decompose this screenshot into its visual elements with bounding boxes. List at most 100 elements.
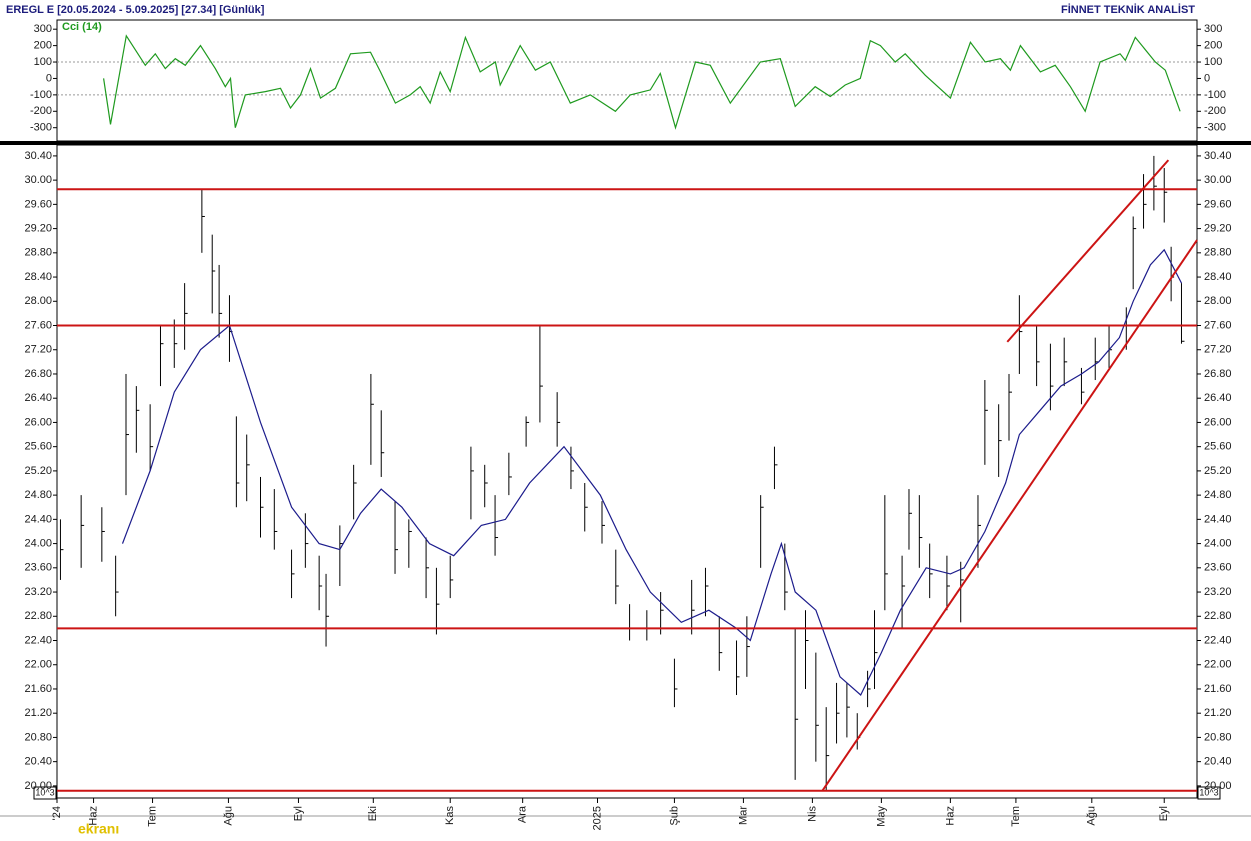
y-tick-label: 27.60 (1204, 319, 1232, 331)
y-tick-label: 20.40 (24, 756, 52, 768)
y-tick-label: -100 (30, 89, 52, 101)
y-tick-label: 24.40 (1204, 513, 1232, 525)
y-tick-label: 22.00 (24, 659, 52, 671)
y-tick-label: 30.00 (1204, 174, 1232, 186)
y-tick-label: 28.40 (1204, 271, 1232, 283)
x-tick-label: Tem (1010, 806, 1022, 827)
y-tick-label: 29.60 (24, 198, 52, 210)
y-tick-label: -200 (30, 105, 52, 117)
x-tick-label: Haz (87, 806, 99, 826)
y-tick-label: 29.60 (1204, 198, 1232, 210)
y-tick-label: 24.00 (24, 537, 52, 549)
y-tick-label: 22.00 (1204, 659, 1232, 671)
price-frame (56, 144, 1198, 799)
y-tick-label: 29.20 (1204, 222, 1232, 234)
y-tick-label: 20.80 (24, 731, 52, 743)
x-tick-label: May (875, 806, 887, 827)
y-tick-label: 26.00 (24, 416, 52, 428)
x-tick-label: Haz (944, 806, 956, 826)
y-tick-label: 200 (34, 40, 52, 52)
line (121, 248, 1183, 696)
y-tick-label: 30.40 (24, 150, 52, 162)
y-tick-label: -300 (30, 122, 52, 134)
y-tick-label: 24.80 (24, 489, 52, 501)
x-tick-label: Eki (367, 806, 379, 821)
scale-label: 10^3 (1199, 787, 1218, 797)
x-tick-label: Kas (444, 806, 456, 825)
y-tick-label: 30.00 (24, 174, 52, 186)
y-tick-label: 27.60 (24, 319, 52, 331)
x-tick-label: Ağu (222, 806, 234, 826)
y-tick-label: 20.00 (1204, 780, 1232, 792)
y-tick-label: 26.00 (1204, 416, 1232, 428)
x-tick-label: Tem (146, 806, 158, 827)
watermark: ekranı (78, 821, 119, 837)
y-tick-label: 24.80 (1204, 489, 1232, 501)
y-tick-label: 29.20 (24, 222, 52, 234)
y-tick-label: 27.20 (24, 344, 52, 356)
y-tick-label: 27.20 (1204, 344, 1232, 356)
x-tick-label: 2025 (591, 806, 603, 830)
y-tick-label: 26.40 (1204, 392, 1232, 404)
y-tick-label: -200 (1204, 105, 1226, 117)
y-tick-label: 28.80 (1204, 247, 1232, 259)
y-tick-label: 25.20 (24, 465, 52, 477)
y-tick-label: 20.40 (1204, 756, 1232, 768)
scale-box (33, 786, 57, 800)
x-tick-label: Eyl (292, 806, 304, 821)
y-tick-label: 25.20 (1204, 465, 1232, 477)
trend-line (1006, 159, 1170, 343)
x-tick-label: Şub (668, 806, 680, 826)
y-tick-label: 300 (34, 23, 52, 35)
y-tick-label: 26.80 (1204, 368, 1232, 380)
line (103, 34, 1181, 130)
x-tick-label: Mar (737, 806, 749, 825)
y-tick-label: 26.80 (24, 368, 52, 380)
y-tick-label: 22.40 (1204, 634, 1232, 646)
y-tick-label: 28.40 (24, 271, 52, 283)
y-tick-label: -300 (1204, 122, 1226, 134)
panel-separator (0, 141, 1251, 145)
y-tick-label: 100 (1204, 56, 1222, 68)
y-tick-label: 21.60 (1204, 683, 1232, 695)
y-tick-label: 300 (1204, 23, 1222, 35)
y-tick-label: 20.80 (1204, 731, 1232, 743)
x-tick-label: Ara (517, 805, 529, 823)
y-tick-label: 20.00 (24, 780, 52, 792)
y-tick-label: 28.80 (24, 247, 52, 259)
y-tick-label: 23.20 (1204, 586, 1232, 598)
y-tick-label: 30.40 (1204, 150, 1232, 162)
y-tick-label: 25.60 (1204, 441, 1232, 453)
y-tick-label: 28.00 (24, 295, 52, 307)
y-tick-label: 21.20 (24, 707, 52, 719)
y-tick-label: 22.40 (24, 634, 52, 646)
y-tick-label: 100 (34, 56, 52, 68)
header-title: EREGL E [20.05.2024 - 5.09.2025] [27.34]… (6, 4, 265, 16)
y-tick-label: 22.80 (24, 610, 52, 622)
y-tick-label: 21.20 (1204, 707, 1232, 719)
y-tick-label: 23.60 (24, 562, 52, 574)
scale-label: 10^3 (35, 787, 54, 797)
scale-box (1197, 786, 1221, 800)
x-tick-label: Ağu (1086, 806, 1098, 826)
x-tick-label: '24 (51, 806, 63, 820)
cci-title: Cci (14) (62, 21, 102, 33)
header-brand: FİNNET TEKNİK ANALİST (1061, 3, 1195, 16)
y-tick-label: 0 (1204, 72, 1210, 84)
y-tick-label: 22.80 (1204, 610, 1232, 622)
y-tick-label: 25.60 (24, 441, 52, 453)
x-tick-label: Eyl (1158, 806, 1170, 821)
y-tick-label: 24.40 (24, 513, 52, 525)
y-tick-label: 23.20 (24, 586, 52, 598)
y-tick-label: 26.40 (24, 392, 52, 404)
y-tick-label: 23.60 (1204, 562, 1232, 574)
y-tick-label: -100 (1204, 89, 1226, 101)
y-tick-label: 24.00 (1204, 537, 1232, 549)
y-tick-label: 21.60 (24, 683, 52, 695)
y-tick-label: 0 (46, 72, 52, 84)
trend-line (821, 239, 1198, 792)
y-tick-label: 200 (1204, 40, 1222, 52)
x-tick-label: Nis (806, 806, 818, 822)
